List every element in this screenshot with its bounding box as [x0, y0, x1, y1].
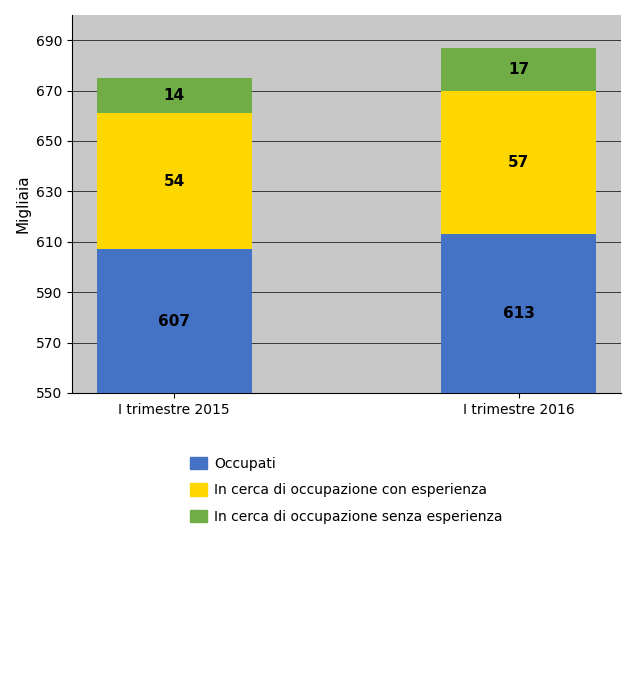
Bar	[97, 250, 252, 393]
Bar	[441, 48, 596, 90]
Text: 14: 14	[163, 88, 185, 103]
Text: 613: 613	[502, 306, 534, 321]
Legend: Occupati, In cerca di occupazione con esperienza, In cerca di occupazione senza : Occupati, In cerca di occupazione con es…	[190, 456, 502, 523]
Text: 57: 57	[508, 155, 529, 170]
Text: 607: 607	[158, 314, 190, 328]
Text: 17: 17	[508, 62, 529, 77]
Bar	[97, 78, 252, 114]
Text: 54: 54	[163, 174, 185, 189]
Bar	[97, 114, 252, 250]
Bar	[441, 234, 596, 393]
Bar	[441, 90, 596, 234]
Y-axis label: Migliaia: Migliaia	[15, 174, 30, 233]
